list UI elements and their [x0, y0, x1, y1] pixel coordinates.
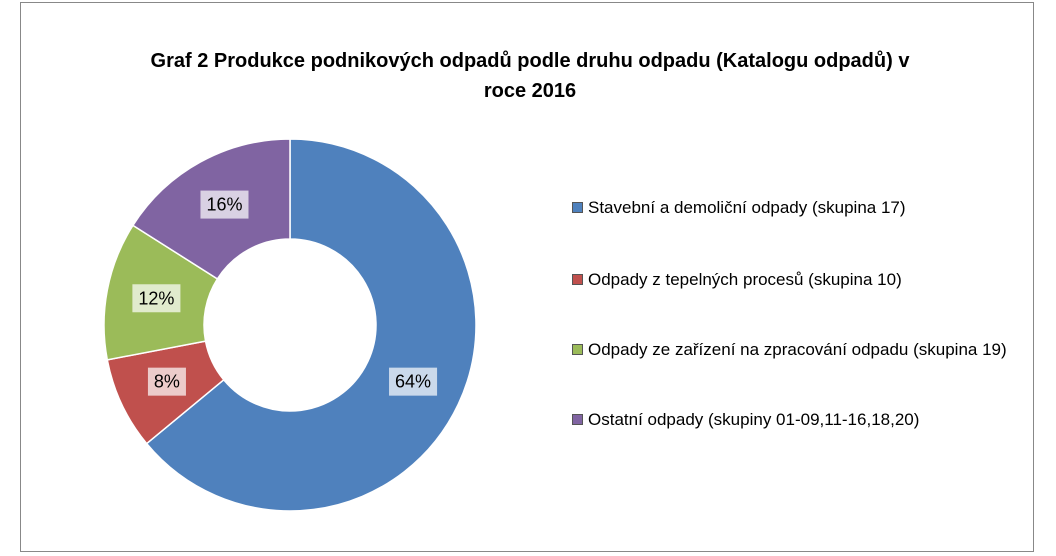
data-label: 12%: [138, 288, 174, 308]
chart-frame: [20, 2, 1034, 552]
data-label-box: [389, 367, 438, 396]
legend-label: Stavební a demoliční odpady (skupina 17): [588, 198, 906, 217]
legend-item: Stavební a demoliční odpady (skupina 17): [572, 196, 1012, 220]
legend-item: Odpady z tepelných procesů (skupina 10): [572, 268, 1012, 292]
legend-swatch: [572, 274, 583, 285]
legend-item: Odpady ze zařízení na zpracování odpadu …: [572, 338, 1012, 362]
legend-item: Ostatní odpady (skupiny 01-09,11-16,18,2…: [572, 408, 1012, 432]
data-label-box: [132, 284, 181, 313]
donut-segment: [145, 138, 477, 512]
legend-swatch: [572, 344, 583, 355]
legend-swatch: [572, 414, 583, 425]
legend-swatch: [572, 202, 583, 213]
legend-label: Odpady z tepelných procesů (skupina 10): [588, 270, 902, 289]
data-label: 16%: [206, 195, 242, 215]
chart-title: Graf 2 Produkce podnikových odpadů podle…: [150, 50, 910, 102]
data-label-box: [147, 367, 186, 396]
data-label: 8%: [154, 372, 180, 392]
legend-label: Odpady ze zařízení na zpracování odpadu …: [588, 340, 1007, 359]
data-label-box: [200, 190, 249, 219]
data-label: 64%: [395, 372, 431, 392]
legend-label: Ostatní odpady (skupiny 01-09,11-16,18,2…: [588, 410, 920, 429]
